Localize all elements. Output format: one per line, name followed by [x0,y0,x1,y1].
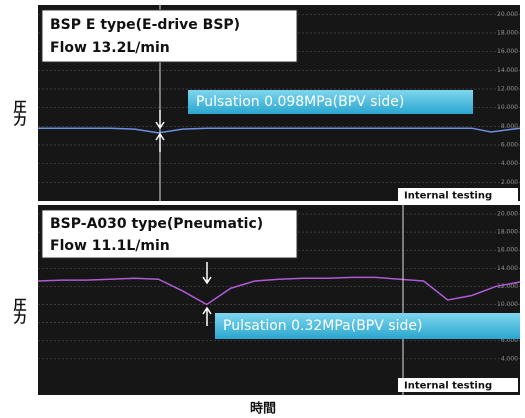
trace [38,127,521,134]
chart-title: BSP-A030 type(Pneumatic) [50,216,263,232]
annotation: Pulsation 0.098MPa(BPV side) [196,94,404,110]
chart-title: BSP E type(E-drive BSP) [50,17,240,33]
y-tick-label: 6.000 [501,142,518,149]
title-box [41,209,298,259]
y-tick-label: 12.000 [497,283,518,290]
arrows [202,262,212,326]
y-tick-label: 20.000 [497,11,518,18]
y-tick-label: 20.000 [497,211,518,218]
note-box [398,188,518,202]
y-tick-label: 4.000 [501,160,518,167]
note: Internal testing [404,191,492,202]
y-tick-label: 14.000 [497,67,518,74]
annotation-box [215,313,520,339]
y-tick-label: 2.000 [501,179,518,186]
y-tick-label: 18.000 [497,229,518,236]
y-tick-label: 14.000 [497,265,518,272]
y-tick-label: 16.000 [497,48,518,55]
y-axis-label: 圧力 [11,100,27,127]
annotation: Pulsation 0.32MPa(BPV side) [223,318,422,334]
y-tick-label: 6.000 [501,337,518,344]
title-box [41,9,298,63]
trace [37,276,521,306]
y-tick-label: 8.000 [501,123,518,130]
y-tick-label: 10.000 [497,301,518,308]
y-tick-label: 4.000 [501,355,518,362]
y-tick-label: 12.000 [497,86,518,93]
note: Internal testing [404,381,492,392]
annotation-box [188,90,473,114]
y-tick-label: 10.000 [497,104,518,111]
chart-subtitle: Flow 13.2L/min [50,40,170,56]
x-axis-label: 時間 [250,401,276,417]
y-axis-label: 圧力 [11,298,27,325]
arrows [155,110,165,152]
y-tick-label: 16.000 [497,247,518,254]
chart-subtitle: Flow 11.1L/min [50,238,170,254]
y-tick-label: 18.000 [497,30,518,37]
note-box [398,378,518,392]
